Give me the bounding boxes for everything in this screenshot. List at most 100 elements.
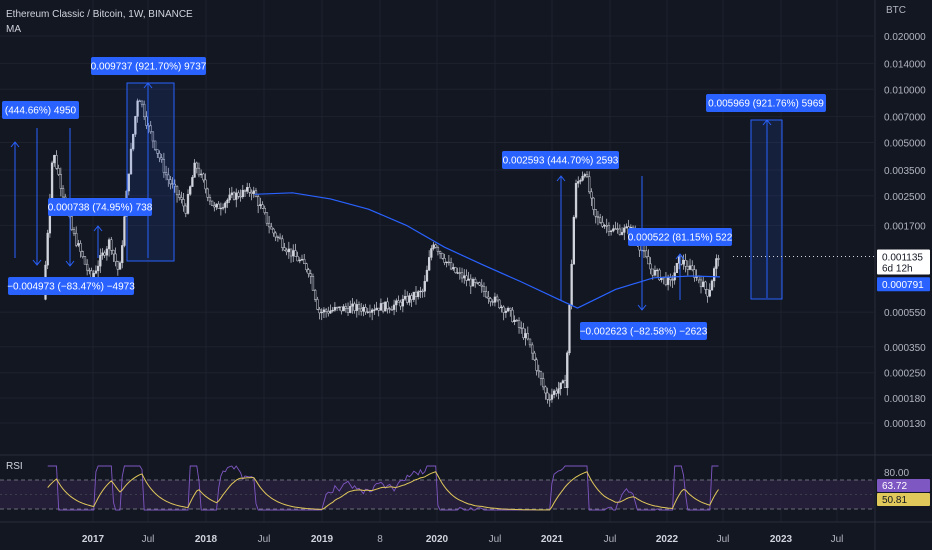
- candle-body: [474, 279, 477, 283]
- measure-arrow-head: [675, 253, 685, 260]
- candle-body: [515, 319, 518, 322]
- candle-body: [601, 222, 604, 227]
- candle-body: [406, 295, 409, 303]
- candle-body: [235, 192, 238, 200]
- ma-line: [254, 192, 721, 309]
- candle-body: [693, 269, 696, 278]
- rsi-legend: RSI: [6, 459, 23, 474]
- candle-body: [164, 172, 168, 176]
- candle-body: [366, 311, 369, 313]
- candle-body: [609, 230, 613, 232]
- candle-body: [649, 263, 652, 270]
- candle-body: [94, 270, 98, 274]
- candle-body: [300, 258, 304, 261]
- axes: BTC 0.020000 0.014000 0.010000 0.007000 0.005…: [82, 5, 930, 545]
- time-tick-label: 2023: [770, 534, 793, 545]
- candle-body: [292, 250, 295, 257]
- symbol-title[interactable]: Ethereum Classic / Bitcoin, 1W, BINANCE: [6, 9, 193, 20]
- candle-body: [452, 267, 455, 270]
- candle-body: [103, 252, 106, 256]
- candle-body: [699, 279, 703, 288]
- candle-body: [346, 308, 350, 313]
- candle-body: [88, 269, 91, 272]
- price-axis-unit: BTC: [886, 5, 906, 16]
- chart-legend: Ethereum Classic / Bitcoin, 1W, BINANCE …: [6, 7, 193, 37]
- candle-body: [57, 168, 60, 175]
- price-tick-label: 0.000130: [884, 419, 926, 430]
- candle-body: [506, 307, 510, 312]
- candle-body: [318, 309, 321, 314]
- candle-body: [386, 301, 389, 309]
- candle-body: [360, 308, 363, 312]
- candle-body: [156, 149, 159, 154]
- rsi-value: 63.72: [882, 481, 907, 492]
- measure-annotations[interactable]: (444.66%) 4950 0.009737 (921.70%) 9737 0.0…: [2, 57, 826, 340]
- measure-label-box: [628, 228, 732, 246]
- price-tick-label: 0.002500: [884, 192, 926, 203]
- candle-body: [491, 301, 494, 303]
- candle-body: [443, 258, 446, 263]
- candle-body: [664, 276, 668, 285]
- measure-label: 0.002593 (444.70%) 2593: [503, 156, 619, 167]
- ma-indicator-label[interactable]: MA: [6, 24, 21, 35]
- measure-arrow-head: [143, 82, 153, 89]
- measure-arrow-head: [93, 225, 103, 232]
- candle-body: [502, 306, 505, 313]
- candle-body: [392, 304, 396, 310]
- measure-label: 0.009737 (921.70%) 9737: [91, 62, 207, 73]
- candle-body: [691, 265, 694, 270]
- candle-body: [645, 250, 648, 257]
- candle-body: [656, 269, 659, 272]
- candle-body: [454, 267, 457, 273]
- time-tick-label: 2020: [426, 534, 449, 545]
- candle-body: [285, 249, 288, 253]
- candle-body: [653, 269, 657, 276]
- candle-body: [388, 308, 391, 310]
- candle-body: [460, 272, 464, 279]
- candle-body: [612, 228, 615, 232]
- candle-body: [114, 253, 117, 262]
- candle-body: [118, 262, 122, 270]
- candle-body: [713, 268, 716, 282]
- candle-body: [403, 295, 407, 300]
- candle-body: [160, 157, 163, 160]
- last-price-value: 0.001135: [882, 252, 923, 263]
- candle-body: [252, 190, 255, 194]
- candle-body: [522, 328, 525, 339]
- candle-body: [230, 192, 233, 196]
- candle-body: [278, 236, 282, 240]
- candle-body: [351, 303, 354, 307]
- candle-body: [167, 174, 170, 180]
- candle-body: [588, 176, 591, 193]
- candle-body: [489, 298, 492, 302]
- candle-body: [498, 299, 501, 309]
- candle-body: [186, 194, 190, 214]
- candle-body: [410, 295, 413, 300]
- candle-body: [75, 232, 78, 246]
- candle-body: [162, 159, 166, 173]
- measure-arrow-head: [32, 259, 42, 266]
- candle-body: [338, 306, 341, 308]
- candle-body: [239, 196, 242, 198]
- candle-body: [96, 265, 100, 272]
- price-tick-label: 0.010000: [884, 85, 926, 96]
- candle-body: [127, 173, 130, 192]
- candle-body: [270, 226, 273, 230]
- candle-body: [261, 204, 264, 209]
- ma-value-badge: [877, 277, 930, 292]
- candle-body: [189, 186, 192, 195]
- time-tick-label: 2021: [541, 534, 564, 545]
- candle-body: [182, 199, 185, 207]
- candle-body: [204, 179, 207, 190]
- candle-body: [607, 225, 611, 232]
- candle-body: [401, 298, 404, 307]
- candle-body: [434, 244, 437, 248]
- candle-body: [121, 245, 124, 263]
- rsi-indicator-label[interactable]: RSI: [6, 461, 23, 472]
- candle-body: [305, 263, 308, 271]
- candle-body: [592, 197, 595, 210]
- candle-body: [140, 100, 144, 105]
- candle-body: [458, 272, 461, 274]
- candle-body: [572, 217, 575, 265]
